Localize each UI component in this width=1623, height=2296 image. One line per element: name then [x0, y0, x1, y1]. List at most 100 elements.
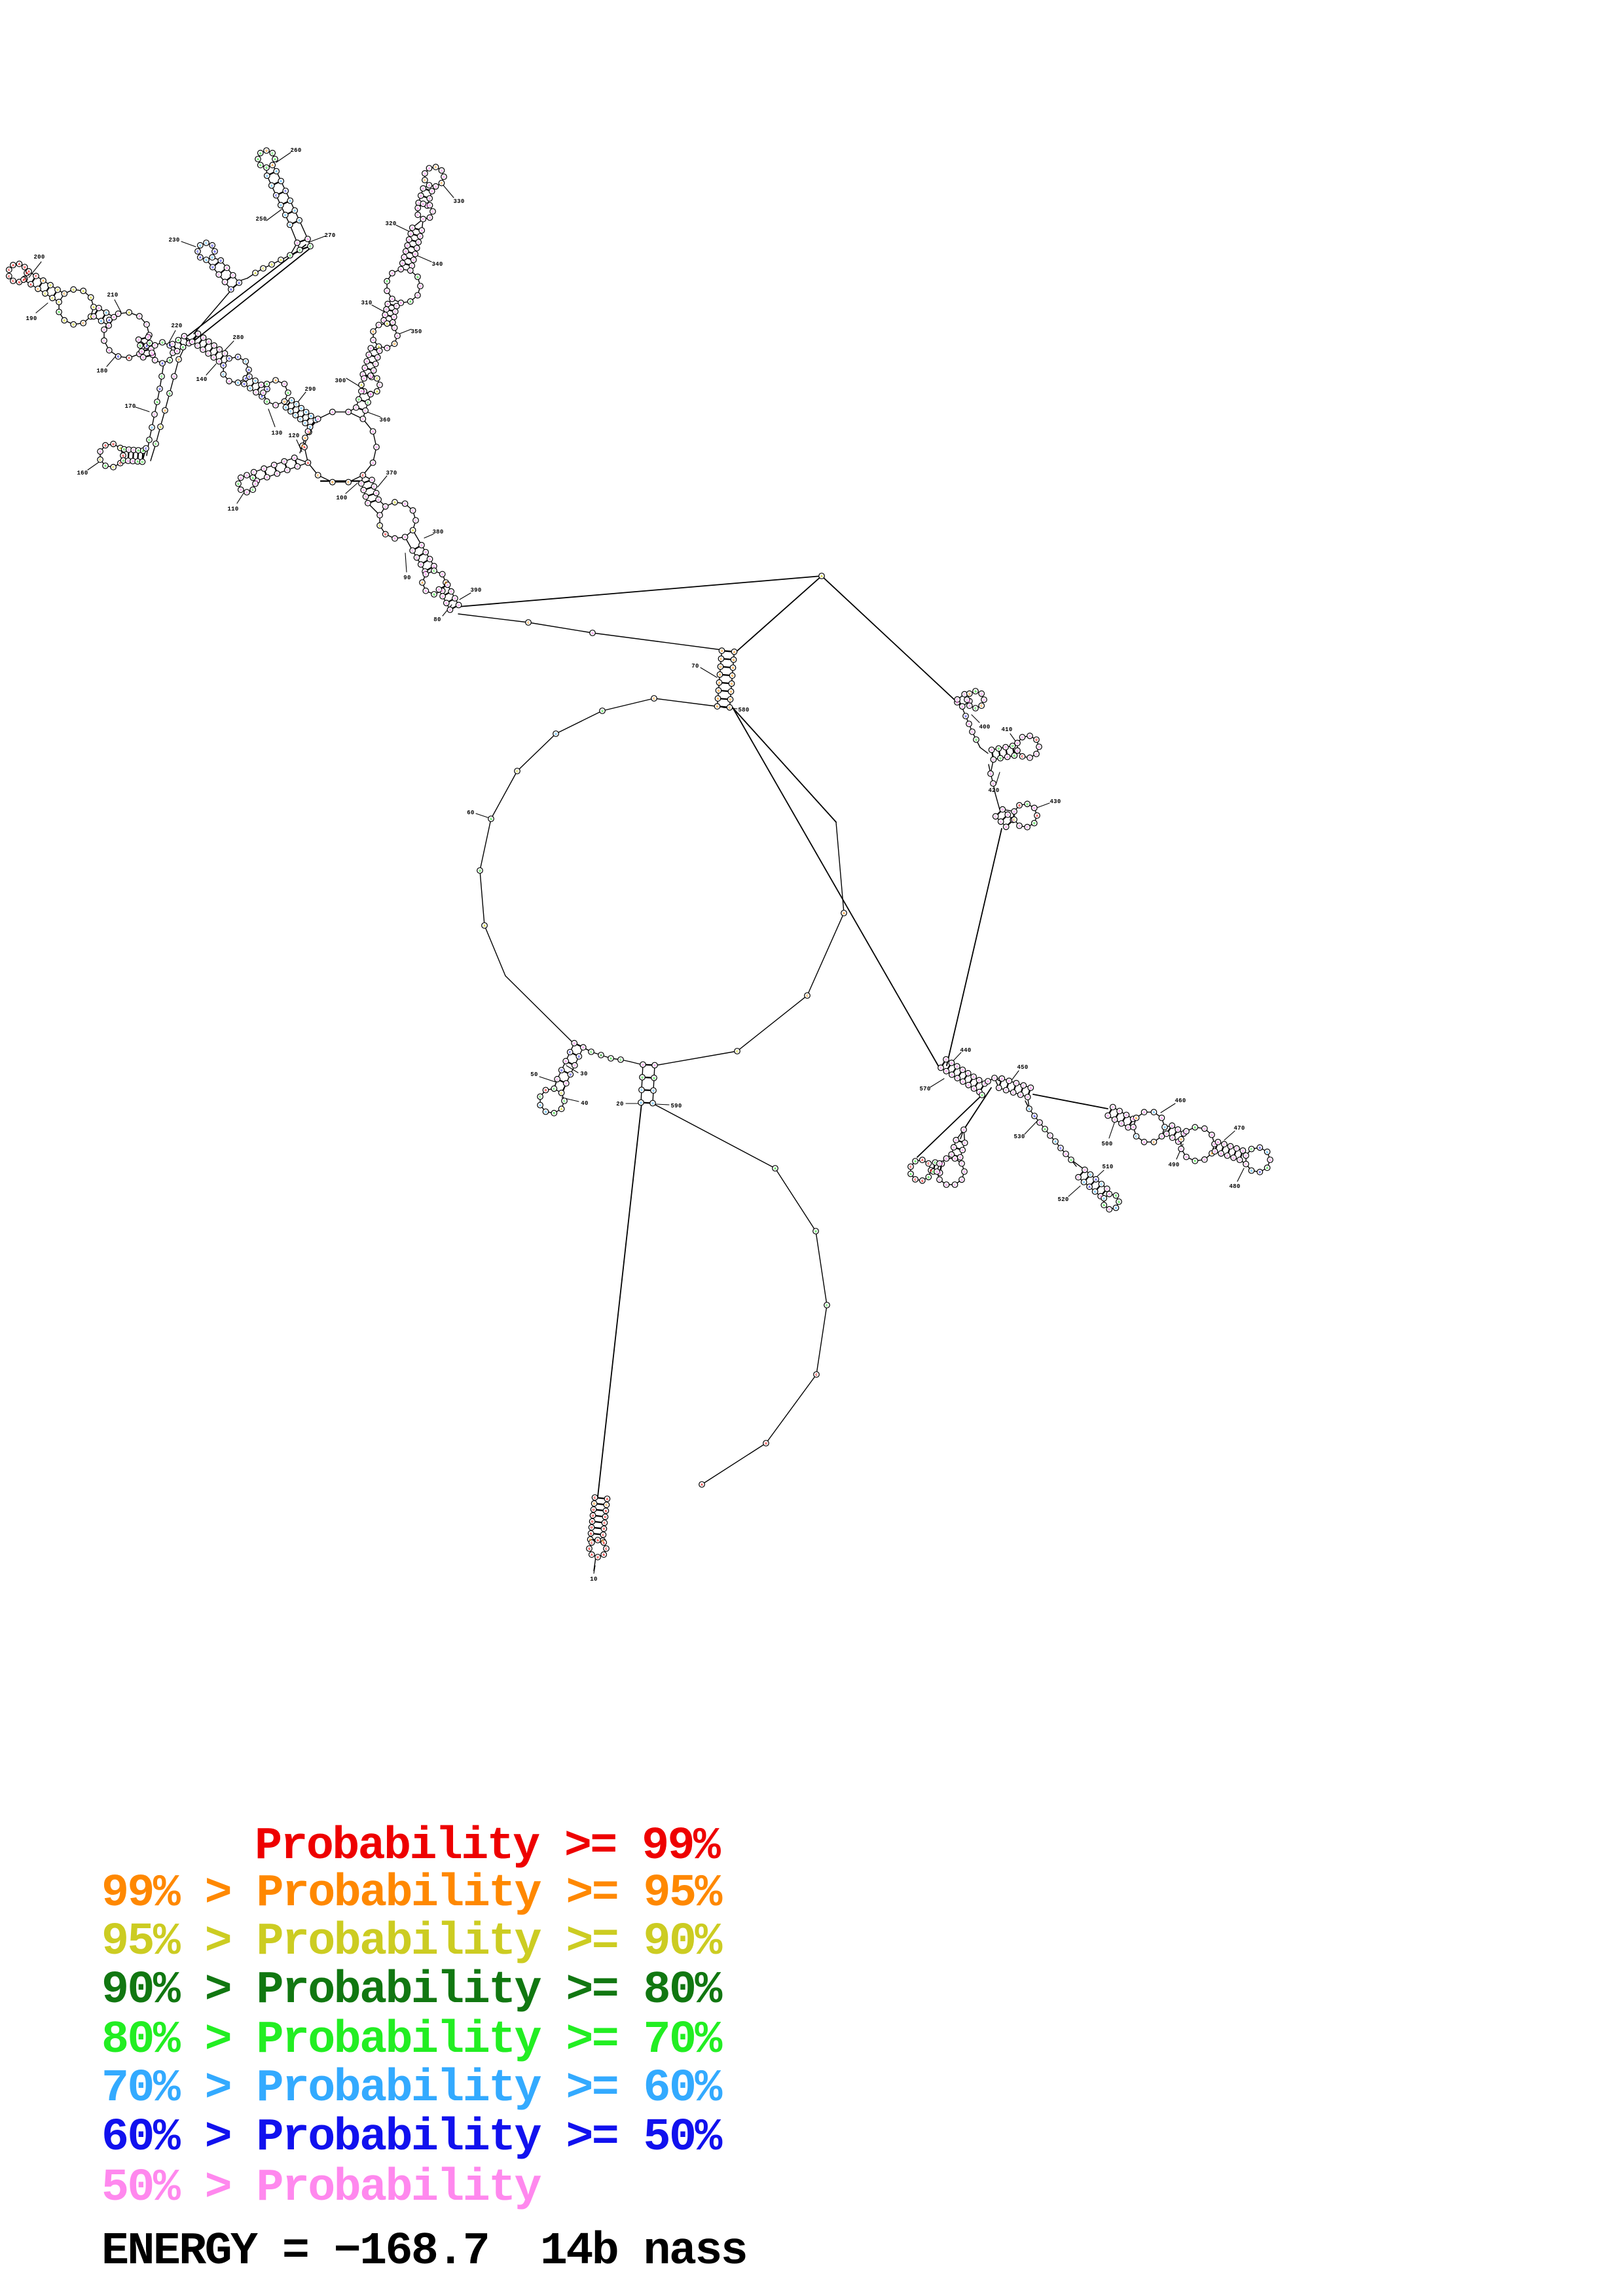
svg-text:U: U: [348, 410, 350, 414]
svg-text:250: 250: [255, 216, 266, 223]
svg-text:G: G: [596, 1538, 599, 1543]
svg-text:A: A: [428, 183, 431, 188]
svg-text:U: U: [1232, 1156, 1234, 1160]
svg-text:G: G: [310, 414, 312, 419]
svg-text:C: C: [418, 201, 420, 206]
svg-text:A: A: [199, 255, 202, 260]
svg-text:G: G: [1018, 803, 1021, 808]
svg-text:G: G: [117, 355, 120, 359]
svg-text:U: U: [246, 473, 247, 478]
svg-text:C: C: [223, 372, 225, 377]
svg-text:G: G: [1177, 1128, 1180, 1132]
svg-text:G: G: [404, 502, 407, 507]
svg-text:C: C: [981, 704, 983, 708]
svg-text:U: U: [265, 149, 267, 153]
svg-text:C: C: [273, 463, 276, 467]
svg-text:G: G: [588, 1547, 591, 1551]
svg-text:G: G: [377, 497, 380, 502]
svg-text:G: G: [930, 1168, 932, 1173]
svg-text:A: A: [289, 199, 292, 204]
svg-text:G: G: [1107, 1114, 1110, 1119]
svg-text:C: C: [196, 344, 199, 348]
svg-text:A: A: [1114, 1118, 1116, 1122]
svg-text:U: U: [246, 490, 247, 495]
svg-text:U: U: [1185, 1155, 1187, 1160]
svg-text:A: A: [408, 238, 410, 242]
svg-text:A: A: [909, 1172, 912, 1177]
svg-text:A: A: [228, 379, 230, 384]
svg-text:U: U: [966, 698, 968, 702]
svg-text:G: G: [252, 476, 255, 480]
svg-text:C: C: [132, 448, 135, 453]
svg-text:C: C: [960, 1162, 963, 1166]
svg-text:A: A: [1044, 1127, 1046, 1132]
svg-text:A: A: [18, 262, 21, 266]
svg-text:C: C: [1008, 1079, 1011, 1083]
svg-text:G: G: [1038, 1121, 1041, 1125]
svg-text:C: C: [378, 513, 381, 518]
svg-text:30: 30: [580, 1071, 587, 1077]
svg-text:U: U: [981, 1093, 983, 1098]
svg-text:U: U: [266, 475, 268, 480]
svg-text:G: G: [963, 1170, 966, 1174]
svg-text:G: G: [429, 196, 431, 201]
svg-text:G: G: [719, 673, 721, 677]
svg-text:C: C: [253, 470, 255, 475]
svg-text:G: G: [105, 311, 108, 315]
svg-text:500: 500: [1101, 1141, 1112, 1147]
svg-text:U: U: [1242, 1149, 1244, 1153]
svg-text:G: G: [956, 1064, 958, 1069]
svg-text:U: U: [211, 265, 213, 270]
svg-text:C: C: [1185, 1129, 1188, 1134]
svg-text:C: C: [1077, 1175, 1080, 1180]
svg-text:G: G: [1115, 1194, 1118, 1198]
svg-text:A: A: [317, 417, 319, 422]
svg-text:G: G: [412, 258, 415, 262]
svg-text:A: A: [98, 306, 100, 311]
svg-text:300: 300: [335, 378, 346, 384]
svg-text:U: U: [1211, 1133, 1213, 1138]
svg-text:C: C: [806, 994, 809, 998]
svg-text:U: U: [148, 333, 150, 338]
svg-text:C: C: [968, 699, 971, 704]
svg-text:C: C: [378, 524, 381, 528]
svg-text:U: U: [147, 335, 149, 340]
svg-text:C: C: [560, 1091, 563, 1096]
svg-text:C: C: [373, 484, 376, 489]
svg-text:A: A: [1171, 1136, 1174, 1140]
svg-text:ENERGY = −168.7 14b nass: ENERGY = −168.7 14b nass: [101, 2226, 746, 2278]
svg-text:G: G: [202, 348, 204, 352]
svg-text:A: A: [962, 1080, 964, 1085]
svg-text:C: C: [590, 1050, 593, 1054]
svg-text:G: G: [1033, 806, 1036, 810]
svg-text:C: C: [1013, 817, 1015, 822]
svg-text:A: A: [26, 271, 28, 276]
svg-text:C: C: [64, 292, 66, 296]
svg-text:G: G: [974, 689, 977, 694]
svg-text:A: A: [177, 338, 180, 343]
svg-text:U: U: [604, 1515, 606, 1520]
svg-text:C: C: [418, 240, 420, 245]
svg-text:U: U: [1012, 744, 1013, 749]
svg-text:C: C: [37, 287, 39, 291]
svg-text:370: 370: [386, 470, 397, 476]
svg-text:C: C: [602, 1533, 605, 1537]
svg-text:G: G: [416, 293, 419, 298]
svg-text:C: C: [224, 280, 227, 285]
svg-text:C: C: [154, 344, 156, 348]
svg-text:290: 290: [304, 386, 316, 393]
svg-text:G: G: [565, 1059, 568, 1064]
svg-text:C: C: [417, 213, 420, 217]
svg-text:C: C: [248, 374, 251, 379]
svg-text:U: U: [211, 255, 213, 260]
svg-text:G: G: [1030, 1086, 1032, 1090]
svg-text:A: A: [391, 271, 393, 276]
svg-text:C: C: [424, 178, 426, 183]
svg-text:G: G: [1016, 749, 1019, 753]
svg-text:A: A: [366, 359, 369, 364]
svg-text:C: C: [826, 1303, 828, 1308]
svg-text:A: A: [307, 461, 310, 465]
svg-text:G: G: [386, 346, 389, 351]
svg-text:C: C: [640, 1088, 643, 1092]
svg-text:A: A: [364, 366, 367, 370]
